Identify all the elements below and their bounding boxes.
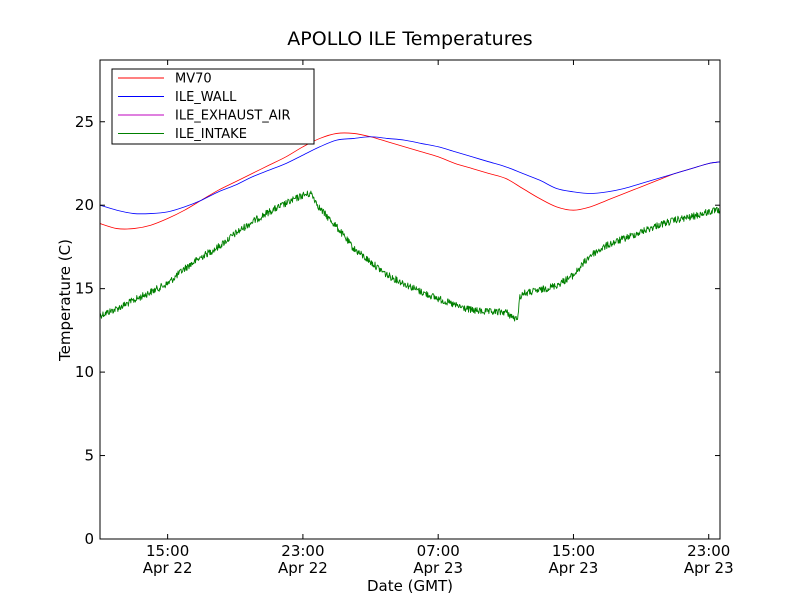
legend-label-ile-intake: ILE_INTAKE	[175, 127, 247, 142]
x-tick-label-date: Apr 23	[684, 559, 734, 577]
plot-area-frame	[99, 59, 721, 540]
x-tick-label-time: 23:00	[687, 542, 730, 560]
chart-title: APOLLO ILE Temperatures	[287, 28, 532, 50]
x-tick-label-date: Apr 22	[143, 559, 193, 577]
y-tick-label: 20	[75, 196, 94, 214]
x-tick-label-date: Apr 23	[549, 559, 599, 577]
y-tick-label: 15	[75, 280, 94, 298]
series-line-ile-wall	[100, 136, 720, 215]
x-tick-label-time: 15:00	[552, 542, 595, 560]
legend: MV70 ILE_WALL ILE_EXHAUST_AIR ILE_INTAKE	[111, 68, 315, 145]
legend-frame	[111, 68, 315, 145]
x-tick-label-time: 23:00	[281, 542, 324, 560]
x-tick-label-date: Apr 23	[413, 559, 463, 577]
plot-lines	[100, 132, 720, 322]
legend-label-mv70: MV70	[175, 72, 212, 87]
legend-label-ile-exhaust-air: ILE_EXHAUST_AIR	[175, 109, 291, 124]
y-tick-label: 5	[84, 447, 94, 465]
x-tick-label-time: 15:00	[146, 542, 189, 560]
y-tick-label: 25	[75, 113, 94, 131]
y-axis-label: Temperature (C)	[56, 239, 74, 362]
legend-label-ile-wall: ILE_WALL	[175, 90, 237, 105]
y-tick-label: 0	[84, 530, 94, 548]
series-line-mv70	[100, 132, 720, 230]
y-tick-label: 10	[75, 363, 94, 381]
series-line-ile-intake	[100, 190, 720, 322]
x-axis-label: Date (GMT)	[367, 577, 453, 595]
x-tick-label-date: Apr 22	[278, 559, 328, 577]
x-tick-label-time: 07:00	[417, 542, 460, 560]
